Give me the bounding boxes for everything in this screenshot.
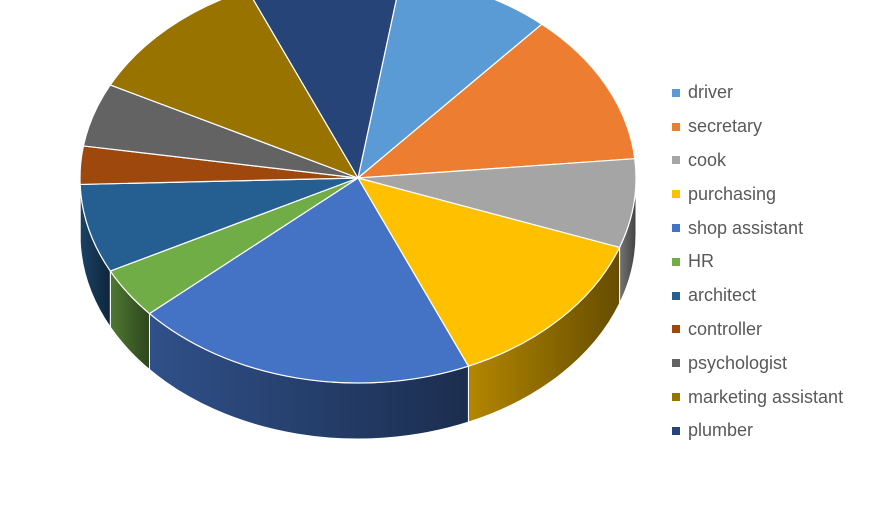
- pie-slice-marketing-assistant: [109, 0, 359, 179]
- pie-slice-architect: [79, 177, 359, 272]
- legend-swatch: [672, 359, 680, 368]
- legend-item-purchasing: purchasing: [672, 177, 843, 211]
- legend-label: psychologist: [688, 352, 788, 373]
- legend-label: plumber: [688, 420, 754, 441]
- legend-label: shop assistant: [688, 217, 804, 238]
- legend: driver secretary cook purchasing shop assist…: [672, 76, 843, 448]
- legend-swatch: [672, 426, 680, 435]
- legend-item-architect: architect: [672, 279, 843, 313]
- legend-swatch: [672, 224, 680, 233]
- legend-swatch: [672, 291, 680, 300]
- legend-label: secretary: [688, 116, 763, 137]
- legend-item-shop-assistant: shop assistant: [672, 211, 843, 245]
- legend-swatch: [672, 257, 680, 266]
- legend-item-controller: controller: [672, 313, 843, 347]
- legend-item-psychologist: psychologist: [672, 346, 843, 380]
- legend-label: architect: [688, 285, 757, 306]
- legend-swatch: [672, 156, 680, 165]
- legend-swatch: [672, 325, 680, 334]
- legend-swatch: [672, 393, 680, 402]
- pie-slice-purchasing: [357, 177, 621, 367]
- legend-item-plumber: plumber: [672, 414, 843, 448]
- legend-swatch: [672, 190, 680, 199]
- pie-slice-cook: [357, 158, 637, 249]
- legend-item-secretary: secretary: [672, 110, 843, 144]
- legend-item-cook: cook: [672, 144, 843, 178]
- legend-item-marketing-assistant: marketing assistant: [672, 380, 843, 414]
- legend-label: cook: [688, 149, 727, 170]
- pie-slice-secretary: [357, 23, 636, 179]
- legend-item-driver: driver: [672, 76, 843, 110]
- pie-slice-shop-assistant: [148, 177, 470, 384]
- legend-item-hr: HR: [672, 245, 843, 279]
- legend-label: purchasing: [688, 183, 777, 204]
- legend-label: driver: [688, 82, 734, 103]
- pie-slice-driver: [357, 0, 543, 179]
- pie-slice-plumber: [252, 0, 397, 179]
- legend-swatch: [672, 88, 680, 97]
- legend-label: controller: [688, 318, 763, 339]
- legend-label: marketing assistant: [688, 386, 844, 407]
- legend-label: HR: [688, 251, 714, 272]
- legend-swatch: [672, 122, 680, 131]
